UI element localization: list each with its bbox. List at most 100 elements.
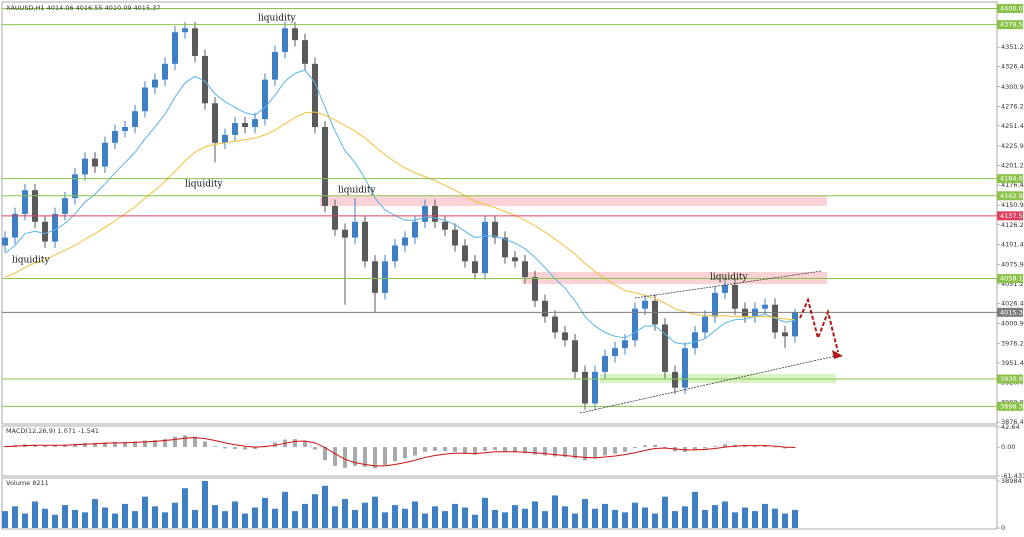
y-tick-label: 4276.20 [1001,102,1024,110]
volume-bar [272,508,278,528]
price-level-tag [997,307,1023,317]
candle-body [582,371,588,404]
volume-bar [742,507,748,528]
annotation: liquidity [338,186,376,196]
volume-bar [222,511,228,528]
macd-bar [713,446,717,448]
volume-bar [112,513,118,528]
candle-body [212,103,218,143]
volume-bar [622,512,628,528]
candle-body [72,174,78,199]
price-level-tag [997,274,1023,284]
candle-body [142,87,148,112]
y-tick-label: 4300.95 [1001,83,1024,91]
macd-bar [573,447,577,459]
volume-bar [252,507,258,528]
candle-body [542,300,548,317]
candle-body [712,292,718,317]
candle-body [12,213,18,238]
volume-bar [512,505,518,528]
macd-bar [483,447,487,451]
candle-body [132,111,138,128]
macd-bar [633,447,637,449]
candle-body [82,158,88,175]
y-tick-label: -61.431 [1001,472,1024,480]
macd-bar [253,447,257,449]
candle-body [172,32,178,64]
y-tick-label: 4075.95 [1001,260,1024,268]
macd-title: MACD(12,26,9) 1.071 -1.541 [6,427,99,435]
macd-bar [233,447,237,449]
volume-bar [462,507,468,528]
candle-body [302,40,308,64]
volume-bar [702,509,708,528]
price-level-label: 3930.96 [1000,375,1024,383]
macd-bar [203,441,207,448]
macd-bar [133,441,137,448]
candle-body [112,130,118,143]
macd-bar [433,447,437,451]
y-tick-label: 4326.45 [1001,63,1024,71]
candle-body [672,371,678,388]
candle-body [432,205,438,222]
macd-bar [93,442,97,448]
y-tick-label: 4351.20 [1001,43,1024,51]
y-tick-label: 42.64 [1001,423,1020,431]
y-tick-label: 4026.45 [1001,300,1024,308]
volume-bar [612,509,618,528]
moving-average [4,111,796,321]
candle-body [322,127,328,206]
macd-bar [373,447,377,469]
y-tick-label: 38984 [1001,477,1022,485]
channel-line [579,354,841,414]
channel-line [634,270,823,299]
volume-bar [312,494,318,528]
volume-bar [632,502,638,528]
candle-body [352,221,358,238]
candle-body [342,229,348,238]
candle-body [502,237,508,258]
volume-bar [602,503,608,528]
macd-bar [463,447,467,454]
volume-bar [42,508,48,528]
candle-body [762,304,768,309]
price-level-label: 4400.00 [1000,5,1024,13]
volume-bar [352,509,358,528]
volume-bar [682,506,688,528]
candle-body [532,277,538,301]
macd-bar [293,439,297,448]
candle-body [512,257,518,262]
candle-body [42,221,48,242]
candle-body [612,348,618,357]
volume-bar [432,506,438,528]
candle-body [492,221,498,238]
volume-bar [442,511,448,528]
candle-body [732,284,738,309]
macd-bar [113,441,117,448]
forecast-path [799,296,839,353]
y-tick-label: 0 [1001,524,1005,532]
volume-bar [32,501,38,528]
macd-bar [593,447,597,459]
macd-bar [753,445,757,448]
macd-bar [743,445,747,448]
volume-bar [552,495,558,528]
main-chart: 4351.20 4326.45 4300.95 4276.20 4251.45 4225.… [2,4,1024,532]
candle-body [782,332,788,337]
volume-bar [592,508,598,528]
moving-average [4,69,796,345]
price-level-tag [997,211,1023,221]
volume-bar [322,485,328,528]
volume-bar [482,497,488,528]
candle-body [792,312,798,337]
price-level-label: 4058.13 [1000,275,1024,283]
volume-bar [182,488,188,528]
candle-body [222,134,228,143]
price-level-label: 4015.37 [1000,308,1024,316]
volume-bar [92,499,98,528]
candle-body [152,79,158,88]
volume-bar [562,506,568,528]
macd-bar [153,440,157,448]
macd-bar [603,447,607,456]
